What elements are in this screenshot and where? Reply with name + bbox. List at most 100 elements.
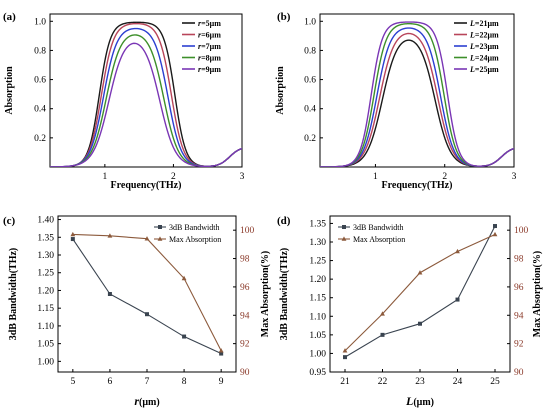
y2-tick-label: 92 bbox=[514, 340, 524, 350]
legend-symbol: L bbox=[469, 42, 475, 51]
y2-tick-label: 94 bbox=[514, 311, 524, 321]
data-point bbox=[218, 348, 224, 353]
data-point bbox=[455, 297, 460, 302]
y-axis-title: 3dB Bandwidth(THz) bbox=[8, 248, 19, 341]
x-tick-label: 1 bbox=[102, 172, 107, 182]
y2-axis-title: Max Absorption(%) bbox=[260, 251, 271, 337]
legend-entry: Max Absorption bbox=[169, 235, 221, 244]
y-tick-label: 1.05 bbox=[37, 340, 54, 350]
data-point bbox=[418, 321, 422, 326]
x-tick-label: 9 bbox=[219, 377, 224, 387]
x-axis-title: Frequency(THz) bbox=[111, 180, 182, 191]
legend-symbol: L bbox=[469, 54, 475, 63]
data-point bbox=[493, 224, 497, 229]
x-tick-label: 7 bbox=[145, 377, 150, 387]
legend-symbol: L bbox=[469, 19, 475, 28]
legend-marker bbox=[342, 225, 346, 229]
data-point bbox=[70, 231, 76, 237]
x-axis-title: Frequency(THz) bbox=[382, 180, 453, 191]
y2-tick-label: 92 bbox=[240, 340, 250, 350]
legend-marker bbox=[158, 225, 162, 229]
y-axis-title: 3dB Bandwidth(THz) bbox=[279, 248, 290, 341]
series-line bbox=[344, 225, 496, 358]
legend-value: =7μm bbox=[201, 42, 221, 51]
legend-marker bbox=[341, 236, 347, 241]
y-tick-label: 1.20 bbox=[309, 275, 326, 285]
y-tick-label: 1.00 bbox=[37, 357, 54, 367]
series-line bbox=[50, 42, 242, 167]
x-tick-label: 5 bbox=[70, 377, 75, 387]
y-tick-label: 1.30 bbox=[309, 238, 326, 248]
y-tick-label: 1.15 bbox=[37, 304, 54, 314]
legend-value: =23μm bbox=[475, 42, 499, 51]
x-tick-label: 22 bbox=[378, 377, 388, 387]
x-tick-label: 2 bbox=[171, 172, 176, 182]
data-point bbox=[380, 311, 385, 316]
y-tick-label: 0.4 bbox=[34, 105, 46, 115]
data-point bbox=[455, 248, 460, 254]
y-tick-label: 1.00 bbox=[309, 349, 326, 359]
y-tick-label: 0.8 bbox=[34, 46, 46, 56]
data-point bbox=[342, 348, 348, 353]
y-axis-title: Absorption bbox=[275, 66, 286, 115]
y-tick-label: 0.4 bbox=[304, 105, 316, 115]
legend-symbol: r bbox=[198, 42, 202, 51]
legend-symbol: r bbox=[198, 54, 202, 63]
legend-symbol: r bbox=[198, 31, 202, 40]
legend-value: =25μm bbox=[475, 65, 499, 74]
legend-entry: r=6μm bbox=[198, 31, 221, 40]
y-tick-label: 1.35 bbox=[37, 233, 54, 243]
y-tick-label: 0.2 bbox=[34, 134, 46, 144]
data-point bbox=[343, 355, 347, 360]
y-tick-label: 0.2 bbox=[304, 134, 316, 144]
y2-tick-label: 94 bbox=[240, 311, 250, 321]
legend-value: =22μm bbox=[475, 31, 499, 40]
y2-tick-label: 100 bbox=[514, 226, 529, 236]
chart-panel-c: (c) 1.00 1.05 1.10 1.15 1.20 1.25 1.30 1.35 1.40 5… bbox=[3, 215, 271, 408]
y-tick-label: 0.6 bbox=[34, 76, 46, 86]
y2-tick-label: 100 bbox=[240, 226, 255, 236]
y-axis-title: Absorption bbox=[4, 66, 15, 115]
y-tick-label: 1.05 bbox=[309, 331, 326, 341]
x-tick-label: 3 bbox=[512, 172, 517, 182]
x-tick-label: 2 bbox=[442, 172, 447, 182]
x-axis-title-symbol: r bbox=[134, 394, 139, 408]
legend-entry: L=21μm bbox=[469, 19, 499, 28]
series-line bbox=[72, 233, 222, 351]
y-tick-label: 0.6 bbox=[304, 76, 316, 86]
legend-symbol: L bbox=[469, 31, 475, 40]
data-point bbox=[107, 233, 113, 238]
legend-entry: L=23μm bbox=[469, 42, 499, 51]
chart-panel-d: (d) 0.95 1.00 1.05 1.10 1.15 1.20 1.25 1.30 1.35 2… bbox=[277, 215, 543, 408]
panel-label: (d) bbox=[277, 215, 291, 227]
legend-entry: L=25μm bbox=[469, 65, 499, 74]
plot-frame bbox=[319, 13, 515, 168]
legend-value: =6μm bbox=[201, 31, 221, 40]
legend-value: =8μm bbox=[201, 54, 221, 63]
data-point bbox=[182, 334, 187, 339]
x-tick-label: 8 bbox=[182, 377, 187, 387]
x-tick-label: 6 bbox=[108, 377, 113, 387]
legend-entry: L=24μm bbox=[469, 54, 499, 63]
y-tick-label: 1.35 bbox=[309, 219, 326, 229]
y-tick-label: 1.40 bbox=[37, 216, 54, 226]
legend-entry: L=22μm bbox=[469, 31, 499, 40]
y2-tick-label: 90 bbox=[240, 368, 250, 378]
x-tick-label: 25 bbox=[490, 377, 500, 387]
y2-tick-label: 96 bbox=[240, 283, 250, 293]
legend-entry: r=5μm bbox=[198, 19, 221, 28]
y-tick-label: 1.25 bbox=[37, 269, 54, 279]
legend-entry: Max Absorption bbox=[353, 235, 405, 244]
y2-tick-label: 98 bbox=[240, 255, 250, 265]
y-tick-label: 1.0 bbox=[304, 17, 316, 27]
legend-entry: r=7μm bbox=[198, 42, 221, 51]
data-point bbox=[181, 275, 187, 281]
legend-symbol: r bbox=[198, 19, 202, 28]
x-tick-label: 3 bbox=[240, 172, 245, 182]
panel-label: (c) bbox=[3, 215, 16, 227]
data-point bbox=[70, 237, 75, 242]
x-axis-title-unit: (μm) bbox=[139, 397, 160, 408]
y-tick-label: 1.25 bbox=[309, 257, 326, 267]
legend-value: =9μm bbox=[201, 65, 221, 74]
